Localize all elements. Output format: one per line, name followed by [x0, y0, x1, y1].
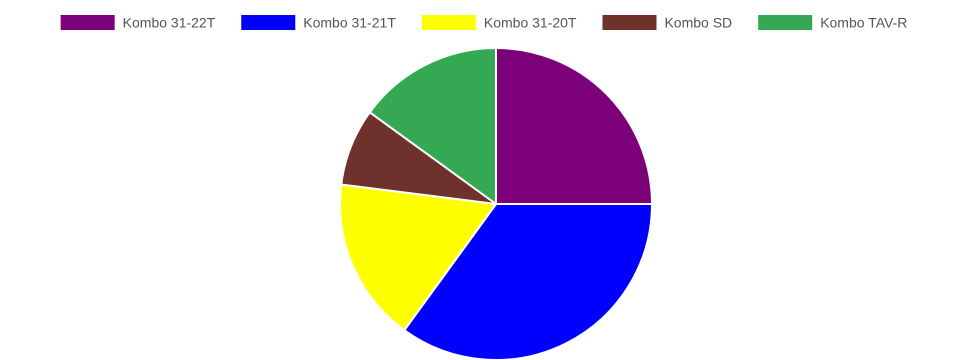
pie-slice-kombo-tav-r[interactable]	[368, 47, 497, 205]
legend-label: Kombo 31-20T	[484, 15, 577, 31]
pie-slice-kombo-31-21t[interactable]	[403, 203, 653, 360]
legend-item-kombo-31-21t[interactable]: Kombo 31-21T	[241, 15, 396, 31]
legend-swatch	[60, 15, 115, 30]
legend-swatch	[241, 15, 296, 30]
legend-label: Kombo SD	[664, 15, 732, 31]
legend-swatch	[421, 15, 476, 30]
legend-item-kombo-tav-r[interactable]: Kombo TAV-R	[758, 15, 907, 31]
legend-swatch	[602, 15, 657, 30]
legend-label: Kombo 31-22T	[123, 15, 216, 31]
legend-item-kombo-31-22t[interactable]: Kombo 31-22T	[60, 15, 216, 31]
legend-item-kombo-31-20t[interactable]: Kombo 31-20T	[421, 15, 577, 31]
pie-slice-kombo-31-20t[interactable]	[339, 183, 497, 332]
pie-slices	[339, 47, 653, 360]
legend-item-kombo-sd[interactable]: Kombo SD	[602, 15, 732, 31]
legend-label: Kombo 31-21T	[303, 15, 396, 31]
legend: Kombo 31-22T Kombo 31-21T Kombo 31-20T Komb…	[60, 15, 907, 31]
legend-swatch	[758, 15, 813, 30]
pie-slice-kombo-31-22t[interactable]	[495, 47, 653, 205]
legend-label: Kombo TAV-R	[820, 15, 907, 31]
